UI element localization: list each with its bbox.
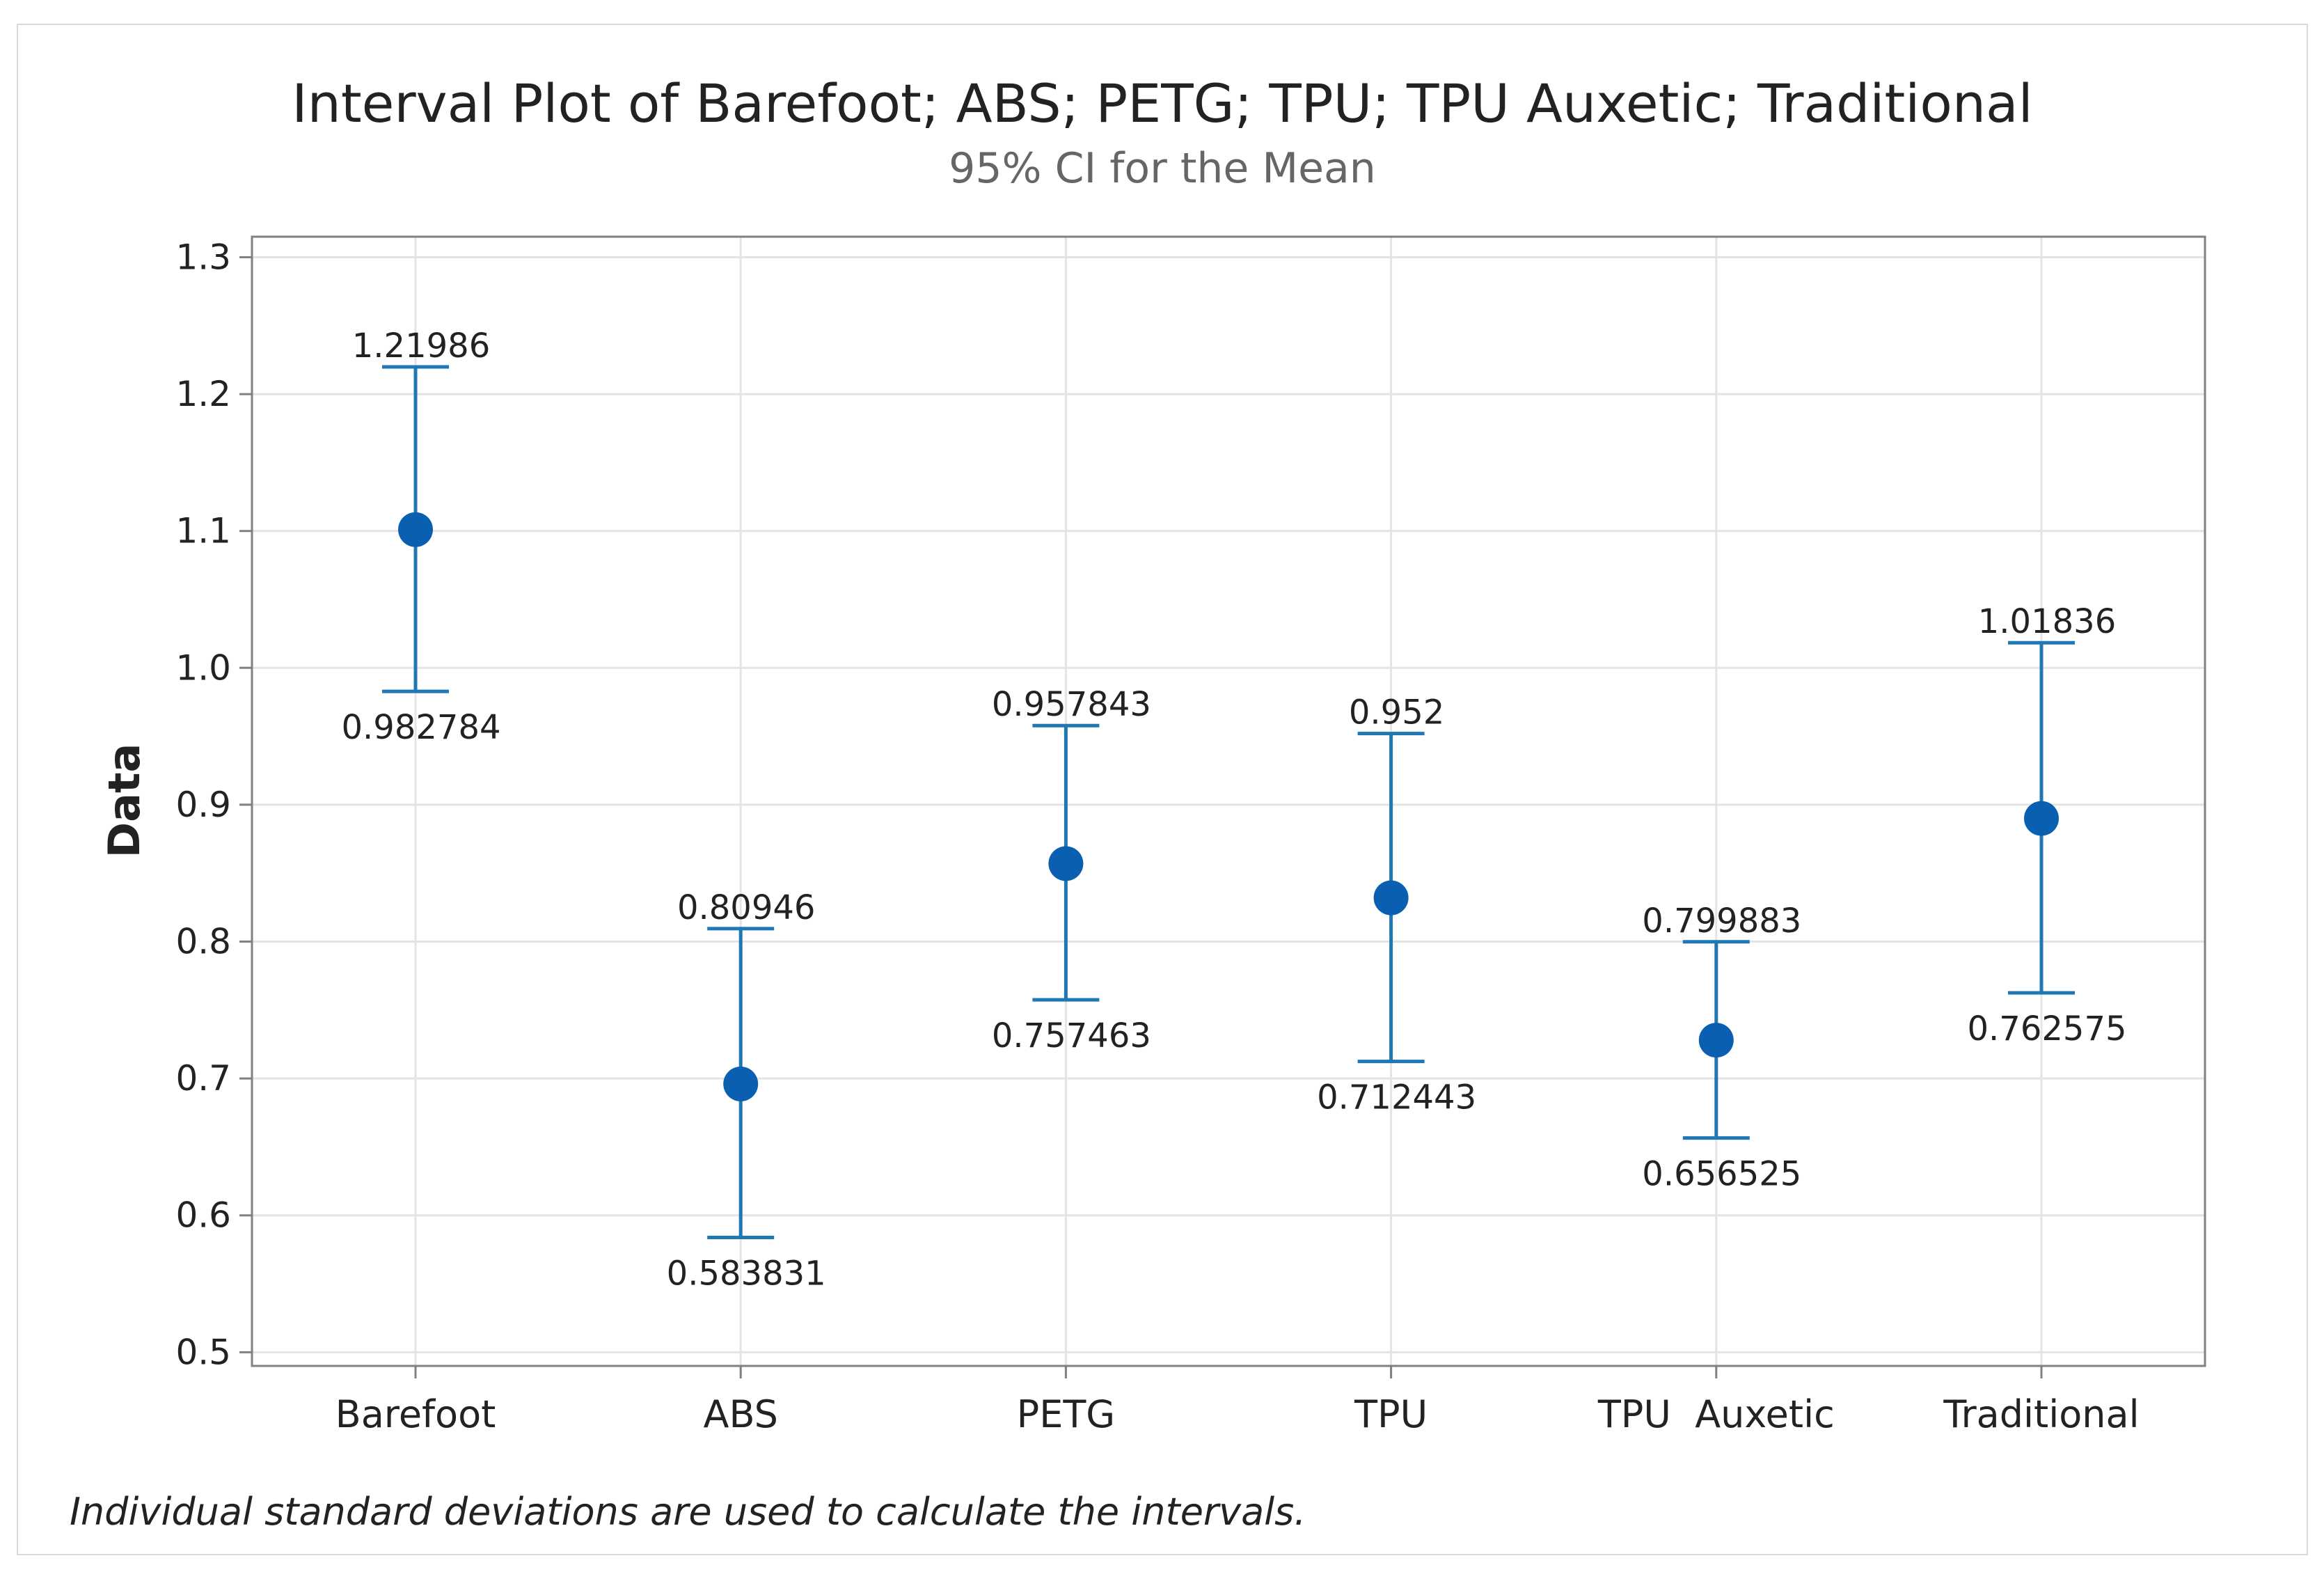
- footnote: Individual standard deviations are used …: [70, 1490, 1306, 1534]
- upper-ci-label: 0.957843: [992, 685, 1151, 724]
- mean-point: [398, 512, 433, 547]
- y-axis-label: Data: [99, 744, 150, 858]
- upper-ci-label: 0.80946: [677, 888, 816, 927]
- y-tick-label: 1.0: [175, 647, 231, 688]
- y-tick-label: 1.1: [175, 511, 231, 551]
- mean-point: [2024, 801, 2059, 836]
- upper-ci-label: 1.01836: [1978, 602, 2117, 641]
- x-axis: Barefoot ABS PETG TPU TPU Auxetic Traditional: [335, 1366, 2140, 1436]
- x-tick-label: ABS: [704, 1392, 778, 1436]
- lower-ci-label: 0.583831: [667, 1255, 826, 1294]
- lower-ci-label: 0.757463: [992, 1016, 1151, 1055]
- x-tick-label: Traditional: [1943, 1392, 2139, 1436]
- mean-point: [1373, 880, 1409, 915]
- y-tick-label: 0.6: [175, 1195, 231, 1236]
- mean-point: [723, 1066, 759, 1101]
- lower-ci-label: 0.762575: [1967, 1009, 2126, 1048]
- x-tick-label: TPU: [1354, 1392, 1428, 1436]
- y-axis: 0.5 0.6 0.7 0.8 0.9 1.0 1.1 1.2 1.3: [175, 237, 252, 1372]
- chart-frame: [17, 24, 2308, 1555]
- chart-subtitle: 95% CI for the Mean: [949, 144, 1376, 193]
- x-tick-label: TPU Auxetic: [1597, 1392, 1835, 1436]
- y-tick-label: 1.3: [175, 237, 231, 277]
- y-tick-label: 0.7: [175, 1058, 231, 1099]
- lower-ci-label: 0.656525: [1642, 1155, 1801, 1194]
- x-tick-label: Barefoot: [335, 1392, 496, 1436]
- y-tick-label: 1.2: [175, 374, 231, 414]
- upper-ci-label: 1.21986: [352, 327, 491, 365]
- y-tick-label: 0.8: [175, 922, 231, 962]
- lower-ci-label: 0.982784: [341, 708, 500, 747]
- x-tick-label: PETG: [1017, 1392, 1116, 1436]
- y-tick-label: 0.5: [175, 1332, 231, 1372]
- gridlines: [252, 237, 2205, 1366]
- interval-series: 1.21986 0.982784 0.80946 0.583831 0.957843 0.…: [341, 327, 2126, 1293]
- mean-point: [1048, 846, 1084, 881]
- lower-ci-label: 0.712443: [1317, 1078, 1476, 1117]
- mean-point: [1698, 1023, 1734, 1058]
- plot-area-border: [251, 235, 2206, 1367]
- y-tick-label: 0.9: [175, 785, 231, 825]
- upper-ci-label: 0.799883: [1642, 902, 1801, 941]
- upper-ci-label: 0.952: [1349, 693, 1444, 732]
- chart-title: Interval Plot of Barefoot; ABS; PETG; TP…: [292, 72, 2033, 134]
